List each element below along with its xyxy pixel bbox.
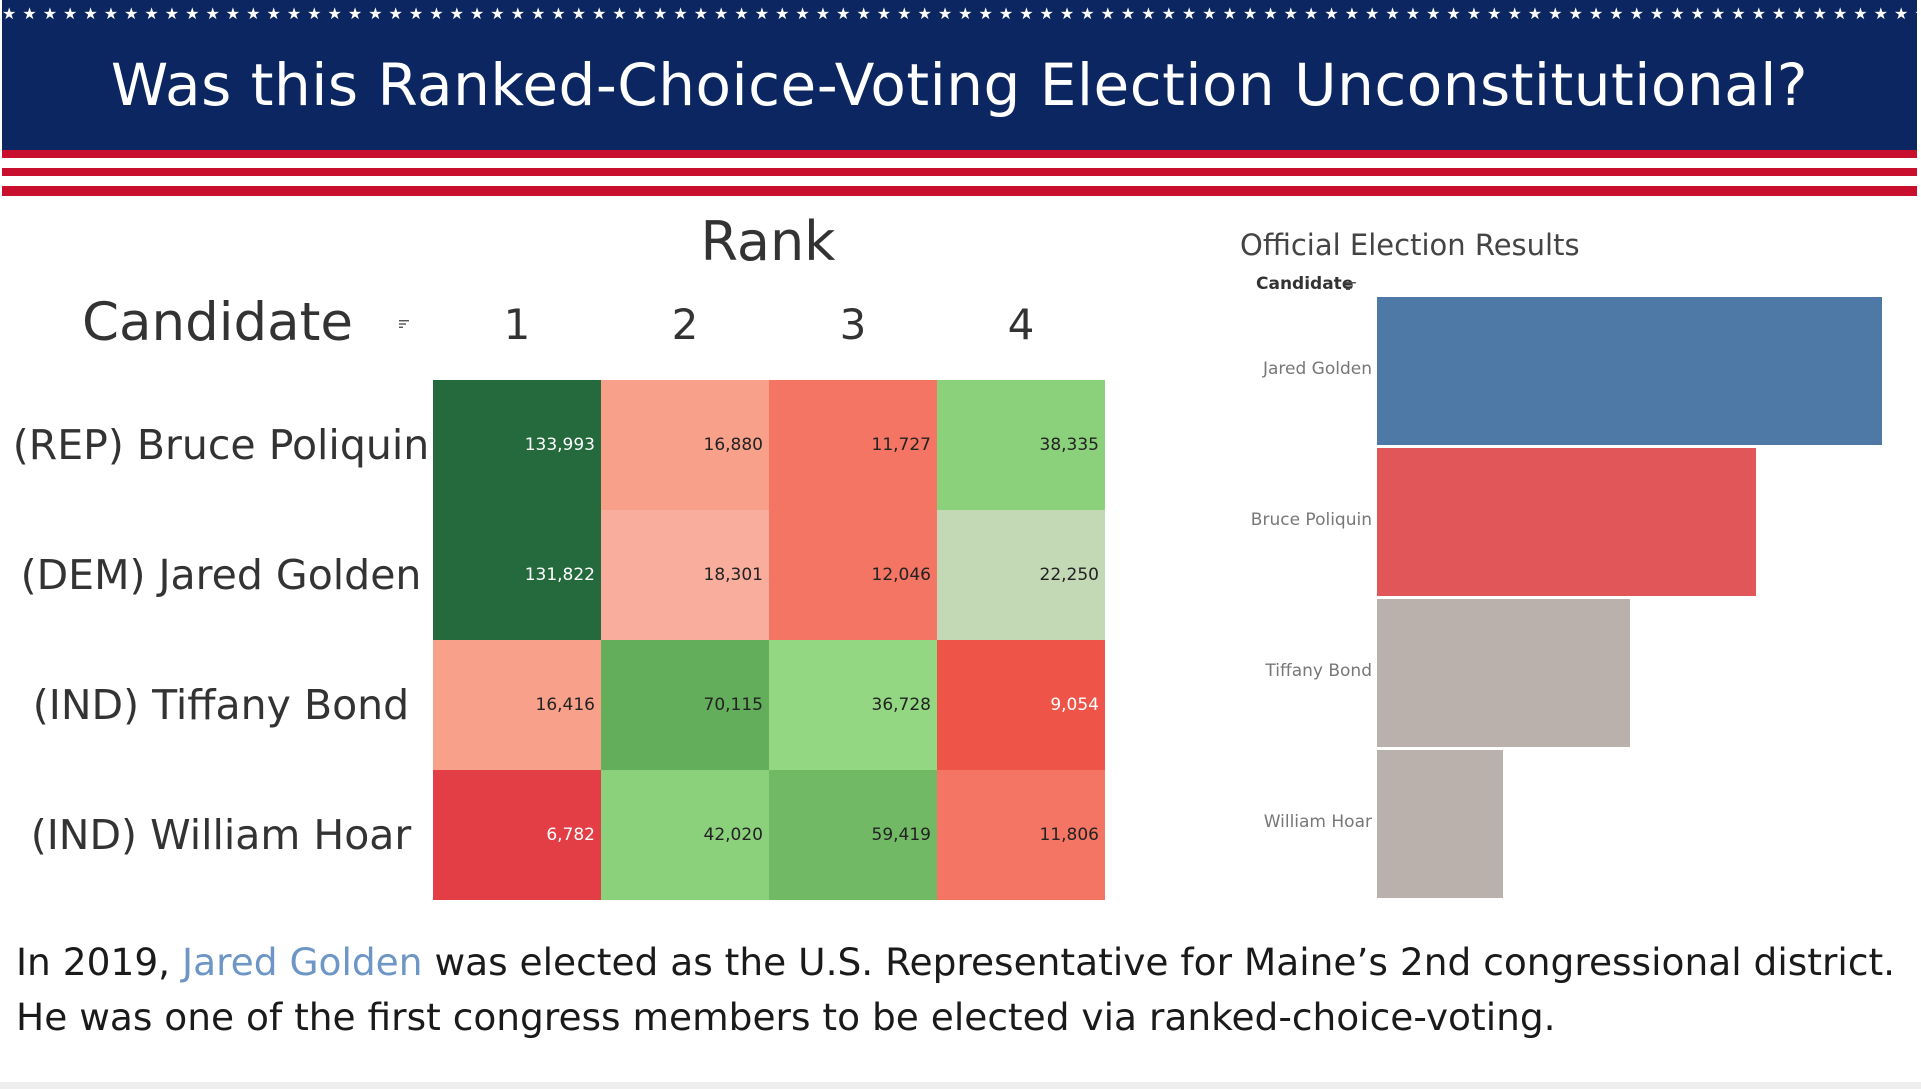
rank-column-1: 1 — [503, 300, 531, 349]
heatmap-cell-value: 12,046 — [871, 565, 931, 585]
results-category-label: Jared Golden — [1262, 359, 1372, 379]
heatmap-cell-value: 38,335 — [1039, 435, 1099, 455]
heatmap-cell-value: 70,115 — [703, 695, 763, 715]
heatmap-cell[interactable]: 70,115 — [601, 640, 769, 770]
rank-column-2: 2 — [671, 300, 699, 349]
caption-prefix: In 2019, — [16, 940, 183, 984]
results-sort-icon[interactable] — [1345, 280, 1357, 292]
heatmap-cell-value: 59,419 — [871, 825, 931, 845]
heatmap-cell[interactable]: 22,250 — [937, 510, 1105, 640]
heatmap-cell[interactable]: 6,782 — [433, 770, 601, 900]
results-axis-label: Candidate — [1256, 274, 1354, 294]
results-title: Official Election Results — [1240, 228, 1580, 262]
heatmap-cell-value: 22,250 — [1039, 565, 1099, 585]
caption-line-1: In 2019, Jared Golden was elected as the… — [16, 935, 1895, 990]
heatmap-title: Rank — [700, 210, 836, 273]
sort-icon[interactable] — [398, 318, 410, 330]
heatmap-cell[interactable]: 16,880 — [601, 380, 769, 510]
results-bar[interactable] — [1377, 297, 1882, 445]
results-bar[interactable] — [1377, 750, 1503, 898]
heatmap-cell-value: 133,993 — [524, 435, 595, 455]
heatmap-cell[interactable]: 12,046 — [769, 510, 937, 640]
page-title: Was this Ranked-Choice-Voting Election U… — [110, 51, 1809, 119]
heatmap-cell[interactable]: 133,993 — [433, 380, 601, 510]
candidate-row-label: (IND) William Hoar — [30, 811, 412, 859]
caption-highlight: Jared Golden — [182, 940, 423, 984]
heatmap-cell-value: 18,301 — [703, 565, 763, 585]
heatmap-cell-value: 11,727 — [871, 435, 931, 455]
heatmap-cell[interactable]: 131,822 — [433, 510, 601, 640]
heatmap-cell-value: 9,054 — [1050, 695, 1099, 715]
heatmap-cell-value: 42,020 — [703, 825, 763, 845]
results-bar[interactable] — [1377, 448, 1756, 596]
stripe-2 — [2, 168, 1917, 176]
caption-suffix: was elected as the U.S. Representative f… — [422, 940, 1896, 984]
heatmap-cell[interactable]: 11,727 — [769, 380, 937, 510]
heatmap-cell-value: 6,782 — [546, 825, 595, 845]
heatmap-cell-value: 16,880 — [703, 435, 763, 455]
footer-divider — [0, 1082, 1921, 1089]
star-strip: ★★★★★★★★★★★★★★★★★★★★★★★★★★★★★★★★★★★★★★★★… — [2, 4, 1917, 23]
heatmap-cell-value: 131,822 — [524, 565, 595, 585]
heatmap-cell[interactable]: 38,335 — [937, 380, 1105, 510]
results-category-label: Bruce Poliquin — [1250, 510, 1372, 530]
stripe-1 — [2, 150, 1917, 158]
results-category-label: William Hoar — [1263, 812, 1372, 832]
candidate-row-label: (DEM) Jared Golden — [20, 551, 422, 599]
results-bar[interactable] — [1377, 599, 1630, 747]
heatmap-cell[interactable]: 36,728 — [769, 640, 937, 770]
title-banner: ★★★★★★★★★★★★★★★★★★★★★★★★★★★★★★★★★★★★★★★★… — [2, 0, 1917, 150]
candidate-row-label: (IND) Tiffany Bond — [32, 681, 410, 729]
heatmap-cell-value: 36,728 — [871, 695, 931, 715]
rank-column-4: 4 — [1007, 300, 1035, 349]
heatmap-cell-value: 11,806 — [1039, 825, 1099, 845]
heatmap-cell[interactable]: 18,301 — [601, 510, 769, 640]
caption: In 2019, Jared Golden was elected as the… — [16, 935, 1895, 1045]
heatmap-cell[interactable]: 11,806 — [937, 770, 1105, 900]
heatmap-cell-value: 16,416 — [535, 695, 595, 715]
heatmap-cell[interactable]: 42,020 — [601, 770, 769, 900]
heatmap-cell[interactable]: 59,419 — [769, 770, 937, 900]
caption-line-2: He was one of the first congress members… — [16, 995, 1556, 1039]
heatmap-cell[interactable]: 9,054 — [937, 640, 1105, 770]
rank-column-3: 3 — [839, 300, 867, 349]
stripe-3 — [2, 186, 1917, 196]
results-category-label: Tiffany Bond — [1265, 661, 1372, 681]
heatmap-cell[interactable]: 16,416 — [433, 640, 601, 770]
candidate-row-label: (REP) Bruce Poliquin — [12, 421, 430, 469]
candidate-header: Candidate — [82, 292, 353, 353]
